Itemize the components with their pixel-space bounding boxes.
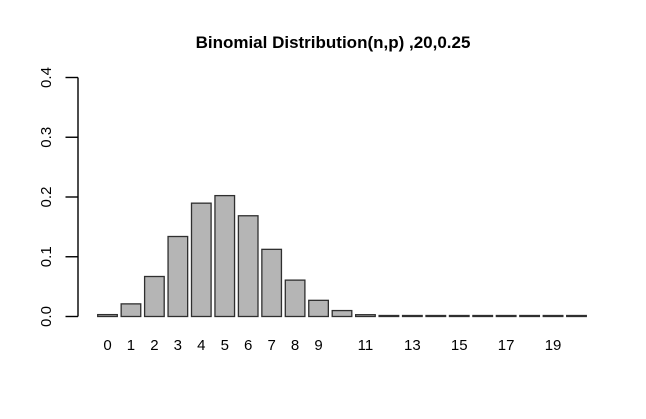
bar xyxy=(167,235,189,318)
bar xyxy=(566,314,587,318)
chart-title: Binomial Distribution(n,p) ,20,0.25 xyxy=(196,33,471,52)
bar xyxy=(425,314,447,318)
y-tick-label: 0.2 xyxy=(38,187,55,208)
bar xyxy=(331,309,353,318)
x-tick-label: 6 xyxy=(244,337,252,354)
x-tick-label: 13 xyxy=(404,337,421,354)
bar xyxy=(472,314,494,318)
bar xyxy=(237,215,259,318)
bar xyxy=(519,314,541,318)
y-axis: 0.0 0.1 0.2 0.3 0.4 xyxy=(38,67,79,327)
bar xyxy=(354,314,376,318)
y-tick-label: 0.0 xyxy=(38,306,55,327)
bar xyxy=(97,313,118,318)
bar xyxy=(261,248,283,318)
bar xyxy=(495,314,517,318)
y-tick-label: 0.4 xyxy=(38,67,55,88)
x-axis-labels: 0 1 2 3 4 5 6 7 8 9 11 13 15 17 19 xyxy=(103,337,561,354)
x-tick-label: 15 xyxy=(451,337,468,354)
x-tick-label: 7 xyxy=(267,337,275,354)
bar xyxy=(308,299,330,318)
x-tick-label: 3 xyxy=(174,337,182,354)
x-tick-label: 9 xyxy=(314,337,322,354)
bar xyxy=(284,279,306,318)
x-tick-label: 1 xyxy=(127,337,135,354)
x-tick-label: 19 xyxy=(545,337,562,354)
bar xyxy=(448,314,470,318)
x-tick-label: 4 xyxy=(197,337,205,354)
bar xyxy=(214,194,236,318)
y-tick-label: 0.1 xyxy=(38,246,55,267)
bars-group xyxy=(97,194,587,318)
x-tick-label: 17 xyxy=(498,337,515,354)
bar xyxy=(190,202,212,318)
x-tick-label: 2 xyxy=(150,337,158,354)
y-tick-label: 0.3 xyxy=(38,127,55,148)
bar xyxy=(401,314,423,318)
x-tick-label: 5 xyxy=(221,337,229,354)
bar xyxy=(120,303,142,318)
x-tick-label: 0 xyxy=(103,337,111,354)
bar xyxy=(143,275,165,318)
bar xyxy=(378,314,400,318)
x-tick-label: 8 xyxy=(291,337,299,354)
bar xyxy=(542,314,564,318)
x-tick-label: 11 xyxy=(358,337,374,354)
